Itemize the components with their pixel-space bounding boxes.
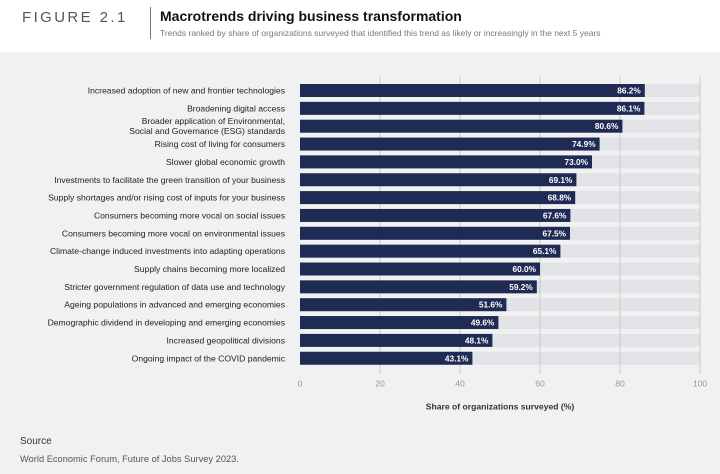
category-label-line: Supply chains becoming more localized xyxy=(134,264,285,274)
bar-value-label: 67.5% xyxy=(542,228,566,238)
category-label: Demographic dividend in developing and e… xyxy=(48,318,285,328)
category-label-line: Supply shortages and/or rising cost of i… xyxy=(48,193,285,203)
category-label-line: Broadening digital access xyxy=(187,103,285,113)
bar xyxy=(300,333,493,347)
bar xyxy=(300,244,561,258)
category-label: Stricter government regulation of data u… xyxy=(64,282,285,292)
bar xyxy=(300,226,570,240)
bar xyxy=(300,280,537,294)
category-label-line: Demographic dividend in developing and e… xyxy=(48,318,285,328)
bar xyxy=(300,173,577,187)
category-label: Supply chains becoming more localized xyxy=(134,264,285,274)
bar xyxy=(300,298,507,312)
x-tick-label: 60 xyxy=(535,379,545,389)
chart-title: Macrotrends driving business transformat… xyxy=(160,8,462,24)
category-label: Broader application of Environmental, Soc… xyxy=(129,116,285,136)
category-label-line: Social and Governance (ESG) standards xyxy=(129,126,285,136)
bar-value-label: 51.6% xyxy=(479,300,503,310)
bar-value-label: 67.6% xyxy=(543,210,567,220)
chart-subtitle: Trends ranked by share of organizations … xyxy=(160,28,601,38)
bar-value-label: 86.2% xyxy=(617,86,641,96)
category-label-line: Ageing populations in advanced and emerg… xyxy=(64,300,285,310)
x-axis-label: Share of organizations surveyed (%) xyxy=(426,402,575,412)
category-label: Increased adoption of new and frontier t… xyxy=(88,86,285,96)
category-label: Increased geopolitical divisions xyxy=(167,335,285,345)
bar-chart: 86.2% Increased adoption of new and front… xyxy=(48,76,708,412)
category-label-line: Broader application of Environmental, xyxy=(142,116,285,126)
bar xyxy=(300,262,540,276)
bar xyxy=(300,101,645,115)
category-label-line: Stricter government regulation of data u… xyxy=(64,282,285,292)
category-label: Broadening digital access xyxy=(187,103,285,113)
bar-value-label: 73.0% xyxy=(564,157,588,167)
category-label: Consumers becoming more vocal on environ… xyxy=(62,228,285,238)
bar-value-label: 86.1% xyxy=(617,103,641,113)
bar-value-label: 68.8% xyxy=(548,193,572,203)
source-heading: Source xyxy=(20,436,52,447)
bar xyxy=(300,351,473,365)
bar-value-label: 48.1% xyxy=(465,335,489,345)
category-label-line: Consumers becoming more vocal on social … xyxy=(94,210,285,220)
bar xyxy=(300,155,592,169)
category-label-line: Climate-change induced investments into … xyxy=(50,246,285,256)
x-tick-label: 100 xyxy=(693,379,708,389)
x-tick-label: 80 xyxy=(615,379,625,389)
bar xyxy=(300,119,623,133)
category-label-line: Increased adoption of new and frontier t… xyxy=(88,86,285,96)
bar xyxy=(300,137,600,151)
bar-value-label: 69.1% xyxy=(549,175,573,185)
header-divider xyxy=(150,7,151,39)
bar xyxy=(300,208,571,222)
x-tick-label: 20 xyxy=(375,379,385,389)
bar xyxy=(300,84,645,97)
x-tick-label: 0 xyxy=(298,379,303,389)
category-label: Consumers becoming more vocal on social … xyxy=(94,210,285,220)
category-label-line: Rising cost of living for consumers xyxy=(155,139,285,149)
bar-value-label: 60.0% xyxy=(512,264,536,274)
figure-label: FIGURE 2.1 xyxy=(22,9,128,26)
bar-value-label: 49.6% xyxy=(471,318,495,328)
category-label: Supply shortages and/or rising cost of i… xyxy=(48,193,285,203)
category-label: Slower global economic growth xyxy=(166,157,285,167)
category-label: Climate-change induced investments into … xyxy=(50,246,285,256)
category-label: Ongoing impact of the COVID pandemic xyxy=(132,353,286,363)
bar xyxy=(300,316,499,330)
bar-value-label: 65.1% xyxy=(533,246,557,256)
category-label: Ageing populations in advanced and emerg… xyxy=(64,300,285,310)
x-tick-label: 40 xyxy=(455,379,465,389)
bar-value-label: 74.9% xyxy=(572,139,596,149)
bar-value-label: 59.2% xyxy=(509,282,533,292)
category-label-line: Consumers becoming more vocal on environ… xyxy=(62,228,285,238)
bar-value-label: 80.6% xyxy=(595,121,619,131)
source-citation: World Economic Forum, Future of Jobs Sur… xyxy=(20,454,239,464)
category-label-line: Slower global economic growth xyxy=(166,157,285,167)
category-label: Rising cost of living for consumers xyxy=(155,139,285,149)
bar-value-label: 43.1% xyxy=(445,353,469,363)
category-label-line: Investments to facilitate the green tran… xyxy=(54,175,285,185)
category-label-line: Increased geopolitical divisions xyxy=(167,335,285,345)
figure-header: FIGURE 2.1 Macrotrends driving business … xyxy=(0,0,720,52)
category-label-line: Ongoing impact of the COVID pandemic xyxy=(132,353,286,363)
category-label: Investments to facilitate the green tran… xyxy=(54,175,285,185)
bar xyxy=(300,191,576,205)
